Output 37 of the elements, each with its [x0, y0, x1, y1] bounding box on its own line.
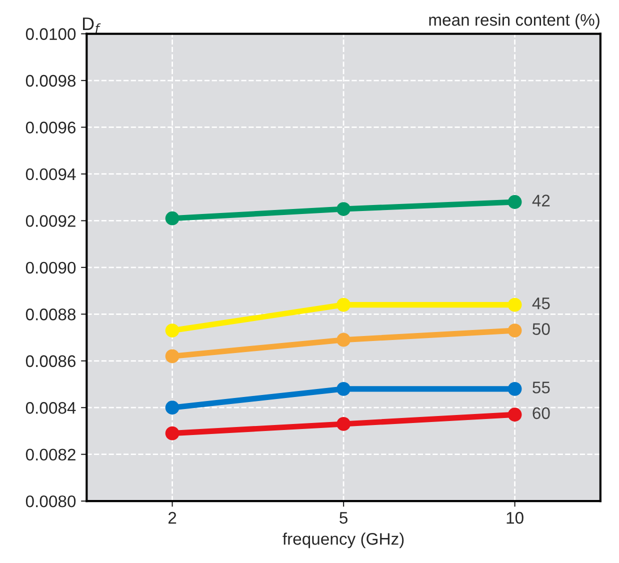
- x-tick-label: 5: [340, 512, 348, 524]
- point: [336, 417, 350, 431]
- point: [508, 298, 522, 312]
- text: mean resin content (%): [429, 14, 600, 30]
- y-tick-label: 0.0082: [26, 448, 76, 461]
- point: [165, 349, 180, 364]
- x-axis-title: frequency (GHz): [282, 532, 404, 548]
- point: [336, 298, 350, 312]
- x-tick-label: 2: [168, 512, 176, 524]
- point: [165, 426, 180, 440]
- y-tick-label: 0.0096: [26, 122, 76, 134]
- point: [508, 382, 522, 396]
- point: [165, 211, 180, 226]
- y-tick-label: 0.0084: [26, 402, 76, 414]
- point: [508, 408, 522, 422]
- series-label: 60: [532, 407, 550, 420]
- series-label: 50: [532, 323, 550, 335]
- point: [508, 324, 522, 338]
- point: [508, 195, 522, 209]
- point: [336, 202, 350, 216]
- y-tick-label: 0.0080: [26, 495, 76, 508]
- point: [165, 324, 180, 338]
- series-label: 55: [532, 382, 550, 394]
- series-label: 45: [532, 298, 550, 310]
- y-tick-label: 0.0086: [26, 355, 76, 368]
- point: [336, 382, 350, 396]
- x-tick-label: 10: [506, 512, 524, 524]
- y-axis-title: D$_{f}$: [83, 18, 101, 33]
- y-tick-label: 0.0100: [26, 28, 76, 40]
- series-label: 42: [532, 194, 550, 206]
- y-tick-label: 0.0094: [26, 168, 76, 180]
- y-tick-label: 0.0090: [26, 262, 76, 274]
- point: [336, 332, 350, 347]
- y-tick-label: 0.0088: [26, 308, 76, 320]
- point: [165, 400, 180, 415]
- y-tick-label: 0.0092: [26, 215, 76, 227]
- y-tick-label: 0.0098: [26, 74, 76, 87]
